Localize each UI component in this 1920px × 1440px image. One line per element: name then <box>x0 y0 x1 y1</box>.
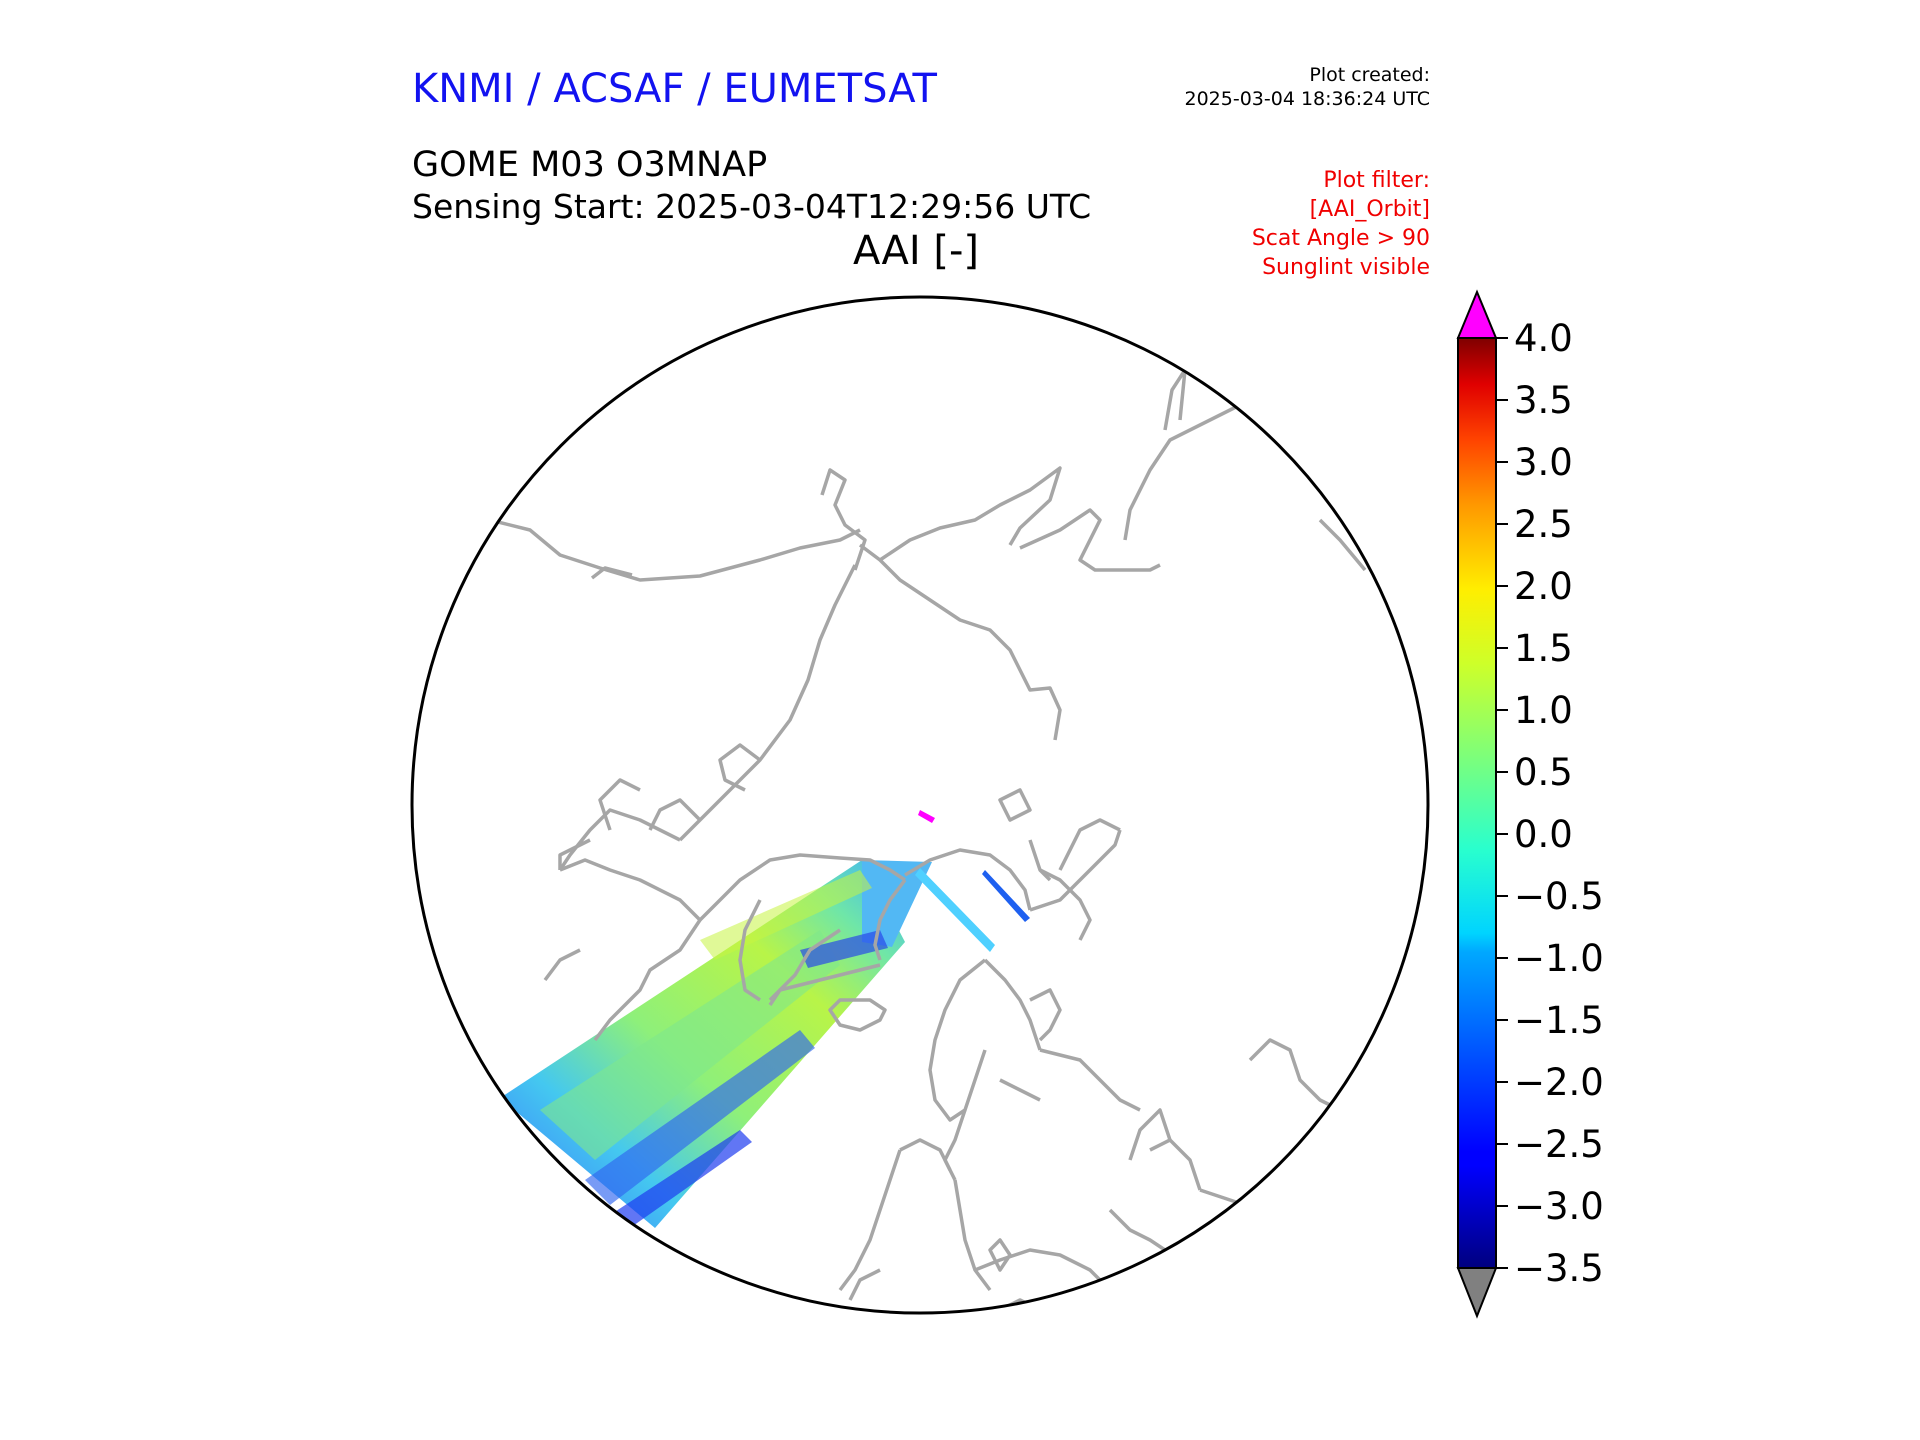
colorbar-tick-label: 1.0 <box>1514 689 1573 732</box>
colorbar-tick-label: 1.5 <box>1514 627 1573 670</box>
sensing-start: Sensing Start: 2025-03-04T12:29:56 UTC <box>412 187 1092 226</box>
colorbar-tick-label: −1.0 <box>1514 937 1604 980</box>
colorbar-over-extension <box>1456 289 1498 339</box>
plot-created-label: Plot created: <box>1309 64 1430 86</box>
colorbar-tick-label: −0.5 <box>1514 875 1604 918</box>
coastlines <box>489 368 1401 1312</box>
product-name: GOME M03 O3MNAP <box>412 145 768 185</box>
plot-created-time: 2025-03-04 18:36:24 UTC <box>1184 88 1431 110</box>
colorbar-tick-label: 3.5 <box>1514 379 1573 422</box>
colorbar-under-extension <box>1456 1267 1498 1319</box>
colorbar-tick-label: 4.0 <box>1514 317 1573 360</box>
colorbar-tick-label: 2.0 <box>1514 565 1573 608</box>
colorbar-frame <box>1457 337 1497 1269</box>
colorbar-tick-label: −2.5 <box>1514 1123 1604 1166</box>
colorbar-tick-label: 0.0 <box>1514 813 1573 856</box>
plot-filter-product: [AAI_Orbit] <box>1309 197 1430 222</box>
plot-filter-scat-angle: Scat Angle > 90 <box>1251 226 1430 251</box>
colorbar-body <box>1458 338 1496 1268</box>
colorbar-tick-label: −3.0 <box>1514 1185 1604 1228</box>
colorbar-tick-label: 3.0 <box>1514 441 1573 484</box>
map-area <box>489 368 1401 1312</box>
organization-title: KNMI / ACSAF / EUMETSAT <box>412 66 937 112</box>
aai-swath <box>500 810 1030 1228</box>
colorbar: 4.0 3.5 3.0 2.5 2.0 1.5 1.0 0.5 0.0 −0.5 −1.0 −1.5 −… <box>1456 289 1604 1319</box>
colorbar-tick-label: 0.5 <box>1514 751 1573 794</box>
plot-filter-label: Plot filter: <box>1323 168 1430 193</box>
map-boundary <box>410 295 1430 1315</box>
colorbar-tick-label: −3.5 <box>1514 1247 1604 1290</box>
plot-filter-sunglint: Sunglint visible <box>1262 255 1430 280</box>
colorbar-tick-label: 2.5 <box>1514 503 1573 546</box>
variable-title: AAI [-] <box>853 228 979 274</box>
colorbar-tick-label: −2.0 <box>1514 1061 1604 1104</box>
colorbar-ticks: 4.0 3.5 3.0 2.5 2.0 1.5 1.0 0.5 0.0 −0.5 −1.0 −1.5 −… <box>1496 317 1604 1290</box>
colorbar-tick-label: −1.5 <box>1514 999 1604 1042</box>
